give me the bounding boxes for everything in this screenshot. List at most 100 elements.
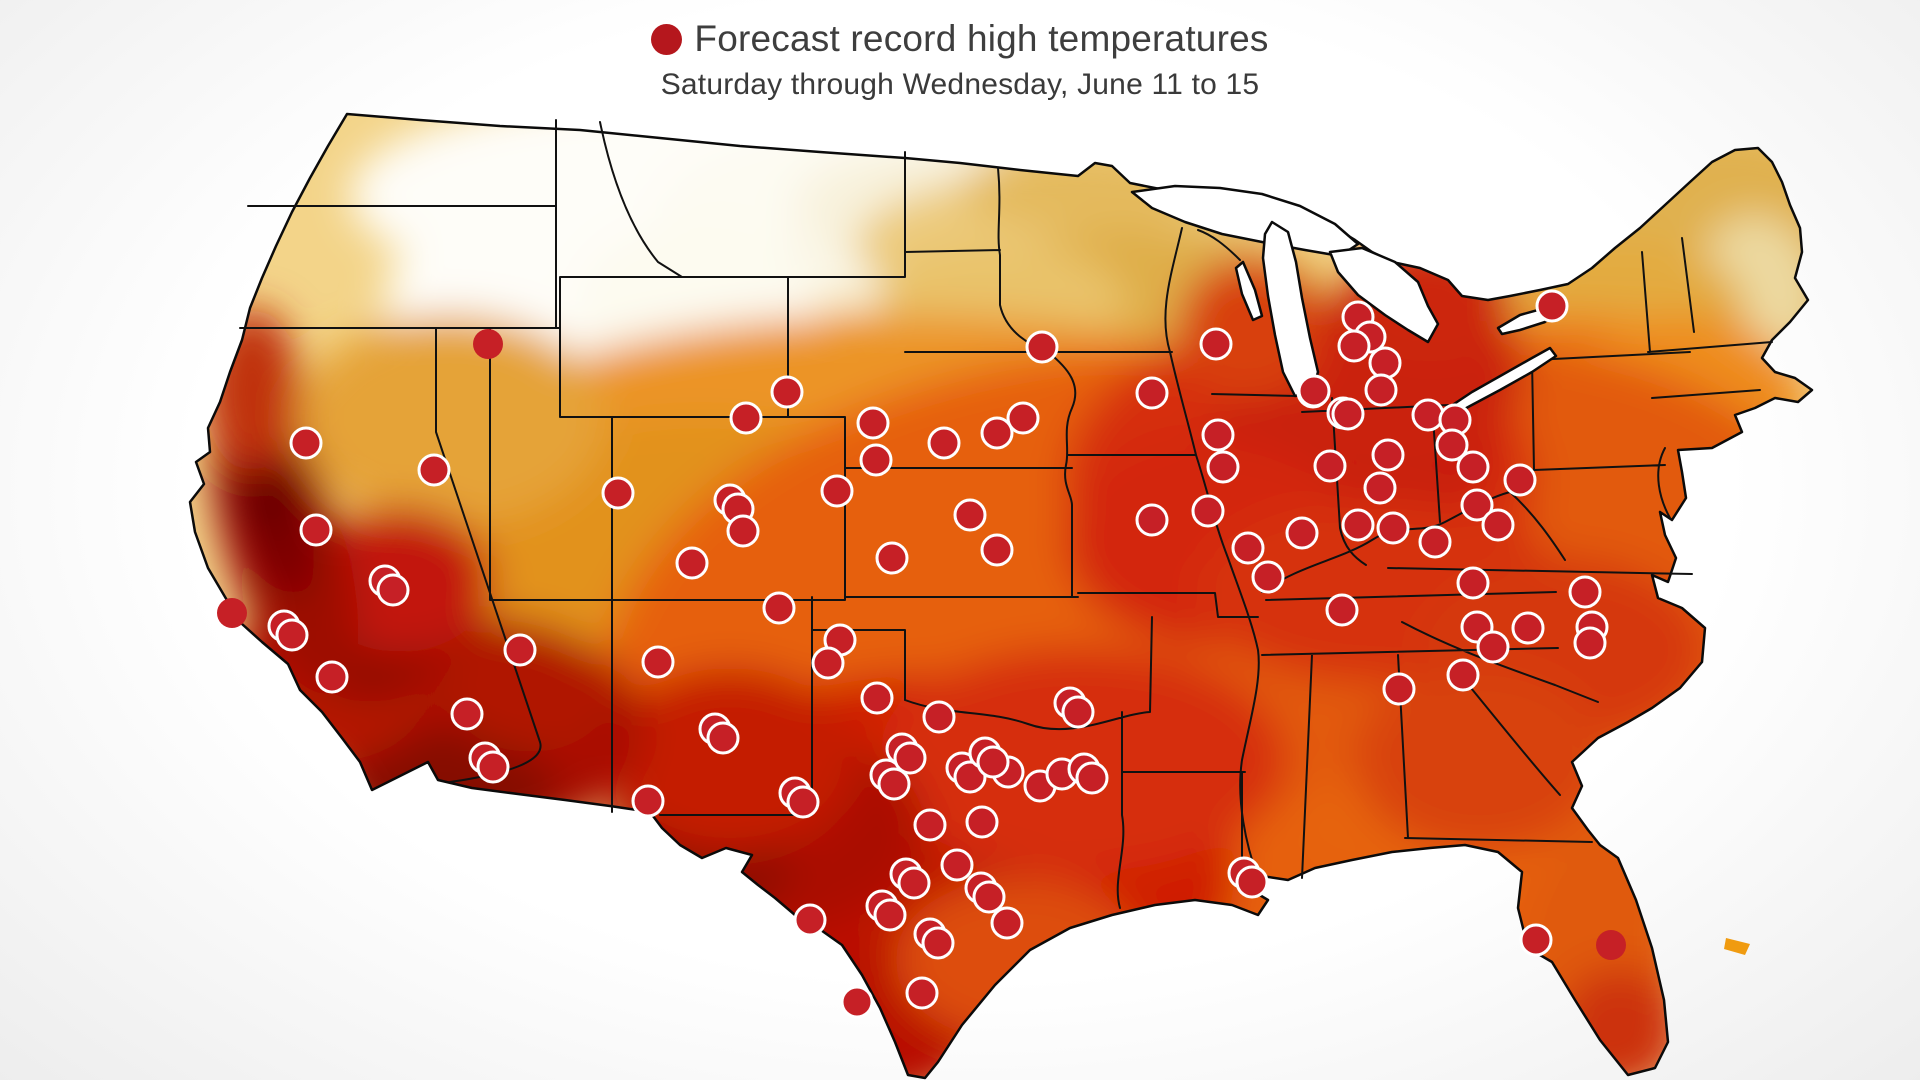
record-high-dot (940, 848, 974, 882)
record-high-dot (1363, 471, 1397, 505)
record-high-dot (675, 546, 709, 580)
record-high-dot (927, 426, 961, 460)
record-high-dot (1435, 428, 1469, 462)
record-high-dot (856, 406, 890, 440)
record-high-dot (1191, 494, 1225, 528)
record-high-dot (811, 646, 845, 680)
record-high-dot (1341, 508, 1375, 542)
record-high-dot (972, 880, 1006, 914)
record-high-dot (922, 700, 956, 734)
graphic-subtitle: Saturday through Wednesday, June 11 to 1… (660, 68, 1260, 101)
record-high-dot (1418, 525, 1452, 559)
record-dots-layer (217, 289, 1626, 1019)
record-high-dot (476, 750, 510, 784)
record-high-dot (1297, 374, 1331, 408)
record-high-dot (1201, 418, 1235, 452)
record-high-dot (631, 784, 665, 818)
record-dot-legend-icon (651, 23, 683, 55)
record-high-dot (897, 866, 931, 900)
record-high-dot (706, 721, 740, 755)
record-high-dot (875, 541, 909, 575)
record-high-dot (1446, 658, 1480, 692)
record-high-dot (1337, 329, 1371, 363)
record-high-dot (770, 375, 804, 409)
record-high-dot (1313, 449, 1347, 483)
record-high-dot (450, 697, 484, 731)
record-high-dot (1503, 463, 1537, 497)
record-high-dot (473, 329, 503, 359)
record-high-dot (1382, 672, 1416, 706)
record-high-dot (953, 498, 987, 532)
record-high-dot (980, 533, 1014, 567)
bahamas-speck (1724, 938, 1750, 955)
record-high-dot (503, 633, 537, 667)
us-outline (188, 112, 1814, 1080)
record-high-dot (1519, 923, 1553, 957)
record-high-dot (953, 760, 987, 794)
record-high-dot (1235, 865, 1269, 899)
record-high-dot (893, 741, 927, 775)
record-high-dot (299, 513, 333, 547)
record-high-dot (417, 453, 451, 487)
record-high-dot (793, 903, 827, 937)
record-high-dot (913, 808, 947, 842)
record-high-dot (1411, 398, 1445, 432)
record-high-dot (980, 416, 1014, 450)
record-high-dot (1568, 575, 1602, 609)
record-high-dot (1135, 503, 1169, 537)
record-high-dot (877, 767, 911, 801)
record-high-dot (1331, 397, 1365, 431)
record-high-dot (1376, 511, 1410, 545)
record-high-dot (1535, 289, 1569, 323)
record-high-dot (1075, 761, 1109, 795)
record-high-dot (1251, 560, 1285, 594)
graphic-subtitle-row: Saturday through Wednesday, June 11 to 1… (0, 68, 1920, 102)
record-high-dot (726, 514, 760, 548)
record-high-dot (1206, 450, 1240, 484)
lake-huron (1328, 246, 1440, 344)
record-high-dot (905, 976, 939, 1010)
record-high-dot (315, 660, 349, 694)
record-high-dot (1456, 450, 1490, 484)
green-bay (1234, 260, 1264, 322)
record-high-dot (217, 598, 247, 628)
record-high-dot (601, 476, 635, 510)
record-high-dot (1199, 327, 1233, 361)
record-high-dot (1511, 611, 1545, 645)
record-high-dot (762, 591, 796, 625)
graphic-header: Forecast record high temperatures (0, 18, 1920, 60)
record-high-dot (859, 443, 893, 477)
record-high-dot (873, 898, 907, 932)
record-high-dot (1325, 593, 1359, 627)
record-high-dot (786, 785, 820, 819)
record-high-dot (1476, 630, 1510, 664)
record-high-dot (820, 474, 854, 508)
record-high-dot (1006, 401, 1040, 435)
record-high-dot (729, 401, 763, 435)
record-high-dot (990, 906, 1024, 940)
record-high-dot (1135, 376, 1169, 410)
record-high-dot (976, 745, 1010, 779)
record-high-dot (1231, 531, 1265, 565)
record-high-dot (641, 645, 675, 679)
record-high-dot (376, 573, 410, 607)
great-lakes (1130, 184, 1558, 418)
record-high-dot (1364, 373, 1398, 407)
state-borders (239, 119, 1773, 909)
record-high-dot (1285, 516, 1319, 550)
record-high-dot (275, 618, 309, 652)
record-high-dot (921, 926, 955, 960)
record-high-dot (965, 805, 999, 839)
record-high-dot (1061, 695, 1095, 729)
record-high-dot (1025, 330, 1059, 364)
record-high-dot (860, 681, 894, 715)
record-high-dot (1596, 930, 1626, 960)
graphic-title: Forecast record high temperatures (694, 18, 1269, 59)
record-high-dot (1368, 346, 1402, 380)
record-high-dot (1481, 508, 1515, 542)
record-high-dot (1573, 626, 1607, 660)
record-high-dot (1460, 488, 1494, 522)
record-high-dot (840, 985, 874, 1019)
